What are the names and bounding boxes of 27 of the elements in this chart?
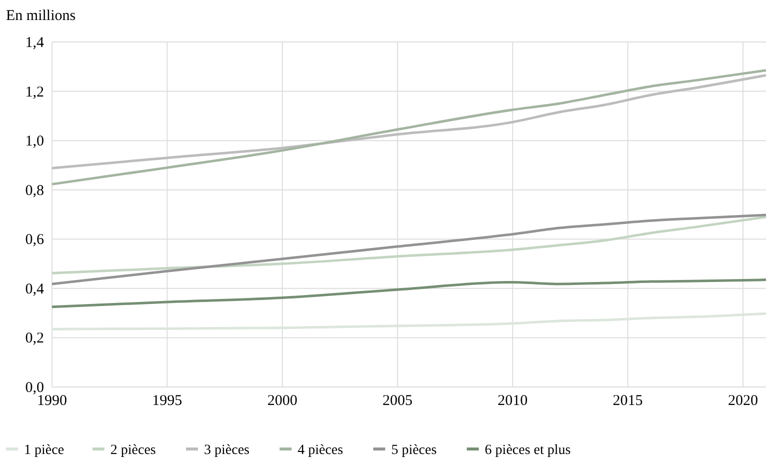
legend-label: 6 pièces et plus [484, 443, 571, 458]
legend-label: 5 pièces [391, 443, 437, 458]
line-series [50, 214, 768, 286]
line-series [50, 216, 768, 274]
y-tick-label: 1,2 [25, 84, 44, 100]
y-tick-label: 0,0 [25, 380, 44, 396]
x-tick-label: 2020 [728, 393, 758, 409]
y-axis-title: En millions [6, 8, 76, 24]
y-tick-label: 1,0 [25, 134, 44, 150]
y-tick-label: 0,6 [25, 232, 44, 248]
line-series [50, 74, 768, 170]
legend-label: 1 pièce [24, 443, 64, 458]
x-tick-label: 1995 [152, 393, 182, 409]
x-tick-label: 1990 [37, 393, 67, 409]
y-tick-label: 0,8 [25, 182, 44, 199]
legend-label: 4 pièces [298, 443, 344, 458]
y-tick-label: 1,4 [25, 35, 44, 51]
x-tick-label: 2005 [382, 393, 412, 409]
y-tick-label: 0,2 [25, 330, 44, 347]
legend-label: 3 pièces [204, 443, 250, 458]
x-tick-label: 2000 [267, 393, 298, 409]
line-series [50, 278, 768, 308]
x-tick-label: 2010 [498, 393, 528, 409]
x-tick-label: 2015 [612, 393, 643, 409]
y-tick-label: 0,4 [25, 281, 44, 298]
line-series [50, 69, 768, 186]
legend-label: 2 pièces [110, 443, 156, 458]
